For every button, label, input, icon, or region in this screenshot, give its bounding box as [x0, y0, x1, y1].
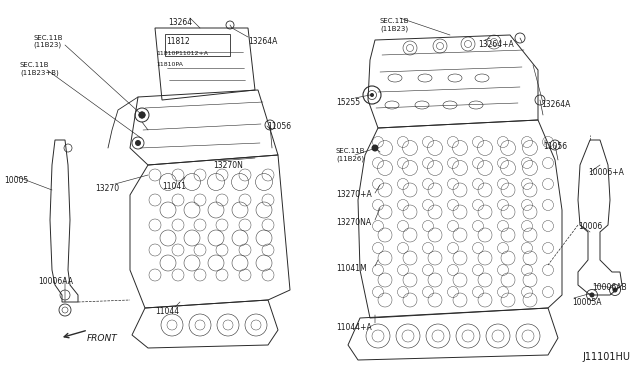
Bar — [165, 34, 230, 56]
Text: FRONT: FRONT — [87, 334, 118, 343]
Text: 11812: 11812 — [166, 37, 189, 46]
Text: 13264+A: 13264+A — [478, 40, 514, 49]
Text: 11044+A: 11044+A — [336, 323, 372, 332]
Text: 10006AB: 10006AB — [592, 283, 627, 292]
Circle shape — [370, 93, 374, 97]
Text: 13264A: 13264A — [541, 100, 570, 109]
Text: 11810P11012+A: 11810P11012+A — [156, 51, 208, 56]
Text: SEC.11B
(11B26): SEC.11B (11B26) — [336, 148, 365, 161]
Text: J11101HU: J11101HU — [582, 352, 630, 362]
Circle shape — [135, 140, 141, 146]
Text: 13270NA: 13270NA — [336, 218, 371, 227]
Text: SEC.11B
(11B23): SEC.11B (11B23) — [33, 35, 63, 48]
Text: 11041: 11041 — [162, 182, 186, 191]
Text: 13270+A: 13270+A — [336, 190, 372, 199]
Text: SEC.11B
(11B23+B): SEC.11B (11B23+B) — [20, 62, 59, 76]
Text: 13264A: 13264A — [248, 37, 277, 46]
Circle shape — [612, 288, 618, 292]
Text: 11056: 11056 — [267, 122, 291, 131]
Text: 13270N: 13270N — [213, 161, 243, 170]
Text: 11056: 11056 — [543, 142, 567, 151]
Circle shape — [371, 144, 378, 151]
Text: 10006: 10006 — [578, 222, 602, 231]
Text: 10006+A: 10006+A — [588, 168, 624, 177]
Text: 13264: 13264 — [168, 18, 192, 27]
Text: 10006AA: 10006AA — [38, 277, 73, 286]
Text: 13270: 13270 — [95, 184, 119, 193]
Text: 10005: 10005 — [4, 176, 28, 185]
Circle shape — [138, 112, 145, 119]
Text: SEC.11B
(11B23): SEC.11B (11B23) — [380, 18, 410, 32]
Circle shape — [138, 112, 145, 119]
Text: 15255: 15255 — [336, 98, 360, 107]
Text: 11044: 11044 — [155, 307, 179, 316]
Text: 10005A: 10005A — [572, 298, 602, 307]
Text: 11810PA: 11810PA — [156, 62, 183, 67]
Circle shape — [589, 292, 595, 298]
Text: 11041M: 11041M — [336, 264, 367, 273]
